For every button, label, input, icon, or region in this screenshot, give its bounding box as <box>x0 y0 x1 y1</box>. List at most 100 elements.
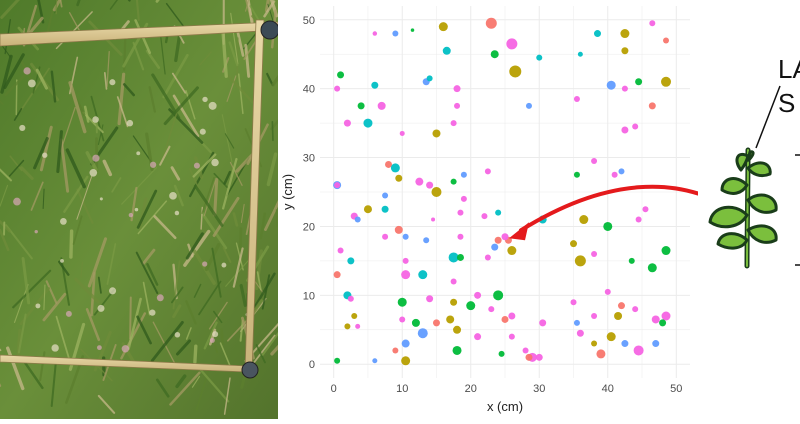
data-point <box>649 102 656 109</box>
flower-speck <box>210 338 215 343</box>
data-point <box>635 78 642 85</box>
data-point <box>663 37 669 43</box>
data-point <box>662 312 671 321</box>
data-point <box>575 255 586 266</box>
y-tick-label: 40 <box>303 84 315 96</box>
grass-blade <box>272 122 273 141</box>
data-point <box>334 358 340 364</box>
data-point <box>453 326 461 334</box>
data-point <box>454 85 461 92</box>
data-point <box>485 168 491 174</box>
data-point <box>418 328 428 338</box>
data-point <box>431 187 441 197</box>
data-point <box>426 295 433 302</box>
x-tick-label: 40 <box>602 383 614 395</box>
panel-text-line-1: LA <box>778 54 800 84</box>
data-point <box>451 279 457 285</box>
grass-blade <box>130 297 131 338</box>
flower-speck <box>202 261 207 266</box>
data-point <box>431 218 435 222</box>
data-point <box>607 332 616 341</box>
plant-panel-canvas: LA S <box>698 0 800 419</box>
flower-speck <box>212 331 218 337</box>
data-point <box>423 237 429 243</box>
quadrat-photo <box>0 0 278 419</box>
data-point <box>334 182 340 188</box>
data-point <box>579 215 588 224</box>
data-point <box>363 119 372 128</box>
data-point <box>398 298 407 307</box>
flower-speck <box>109 287 116 294</box>
flower-speck <box>150 162 156 168</box>
data-point <box>578 52 583 57</box>
data-point <box>450 299 457 306</box>
plant-icon <box>710 150 776 266</box>
data-point <box>652 315 660 323</box>
data-point <box>461 172 467 178</box>
data-point <box>614 312 622 320</box>
data-point <box>594 30 601 37</box>
flower-speck <box>35 230 38 233</box>
data-point <box>433 319 440 326</box>
flower-speck <box>35 303 40 308</box>
data-point <box>385 161 392 168</box>
data-point <box>648 263 657 272</box>
data-point <box>348 296 354 302</box>
data-point <box>571 299 577 305</box>
y-tick-label: 0 <box>309 359 315 371</box>
data-point <box>378 102 386 110</box>
x-axis-label: x (cm) <box>487 399 523 414</box>
data-point <box>659 319 666 326</box>
data-point <box>591 158 597 164</box>
data-point <box>662 246 671 255</box>
data-point <box>605 289 611 295</box>
data-point <box>652 340 659 347</box>
data-point <box>399 316 405 322</box>
data-point <box>432 129 440 137</box>
flower-speck <box>42 153 47 158</box>
flower-speck <box>149 310 155 316</box>
data-point <box>351 313 357 319</box>
data-point <box>591 341 597 347</box>
data-point <box>451 179 457 185</box>
data-point <box>443 47 451 55</box>
data-point <box>621 340 628 347</box>
data-point <box>539 319 546 326</box>
data-point <box>439 22 448 31</box>
data-point <box>523 347 529 353</box>
data-point <box>488 306 494 312</box>
data-point <box>591 251 597 257</box>
data-point <box>577 330 584 337</box>
y-tick-label: 50 <box>303 15 315 27</box>
data-point <box>427 75 433 81</box>
y-tick-label: 30 <box>303 153 315 165</box>
data-point <box>636 217 642 223</box>
data-point <box>337 71 344 78</box>
data-point <box>661 77 671 87</box>
data-point <box>392 347 398 353</box>
flower-speck <box>60 259 64 263</box>
flower-speck <box>51 344 58 351</box>
data-point <box>395 226 403 234</box>
data-point <box>401 270 410 279</box>
data-point <box>536 354 543 361</box>
flower-speck <box>175 332 180 337</box>
data-point <box>603 222 612 231</box>
data-point <box>507 246 516 255</box>
data-point <box>491 50 499 58</box>
y-tick-label: 20 <box>303 221 315 233</box>
data-point <box>446 315 454 323</box>
flower-speck <box>136 151 140 155</box>
data-point <box>401 356 410 365</box>
data-point <box>618 302 625 309</box>
data-point <box>347 257 354 264</box>
data-point <box>481 213 487 219</box>
data-point <box>364 205 372 213</box>
data-point <box>338 248 344 254</box>
data-point <box>649 20 655 26</box>
data-point <box>334 86 340 92</box>
data-point <box>502 233 509 240</box>
flower-speck <box>28 79 36 87</box>
data-point <box>491 244 498 251</box>
